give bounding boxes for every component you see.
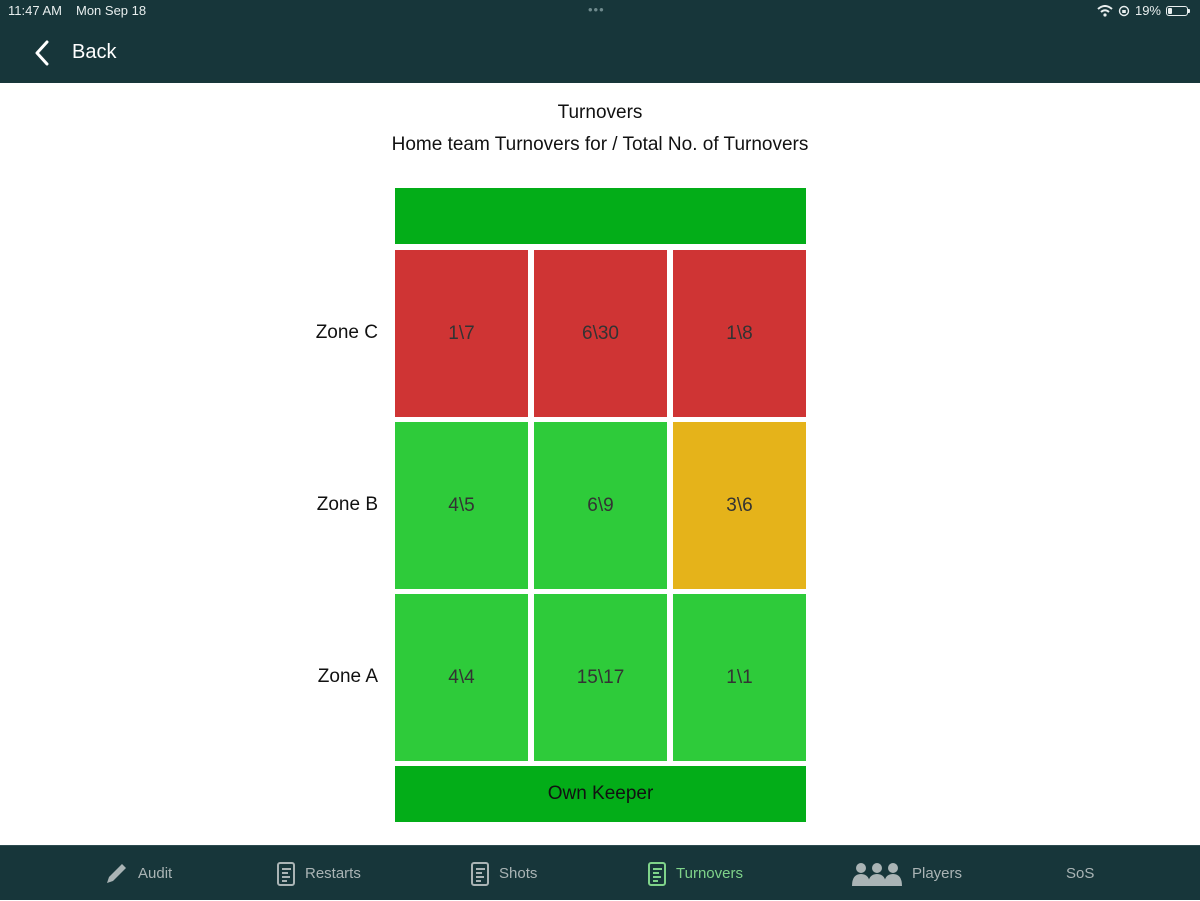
own-keeper-zone: Own Keeper <box>395 766 806 822</box>
zone-a-cell-center[interactable]: 15\17 <box>534 594 667 761</box>
zone-b-cell-left[interactable]: 4\5 <box>395 422 528 589</box>
navigation-bar: Back <box>0 22 1200 83</box>
zone-b-cell-right[interactable]: 3\6 <box>673 422 806 589</box>
tab-turnovers-label: Turnovers <box>676 865 743 882</box>
status-bar: 11:47 AM Mon Sep 18 ••• 19% <box>0 0 1200 22</box>
battery-icon <box>1166 5 1190 16</box>
page-subtitle: Home team Turnovers for / Total No. of T… <box>391 134 809 155</box>
tab-restarts-label: Restarts <box>305 865 361 882</box>
back-label: Back <box>72 41 117 63</box>
tab-sos[interactable]: SoS <box>1066 846 1094 901</box>
tab-turnovers[interactable]: Turnovers <box>648 846 743 901</box>
battery-percent: 19% <box>1134 3 1161 18</box>
document-icon <box>648 861 666 886</box>
back-button[interactable]: Back <box>34 22 116 83</box>
tab-shots[interactable]: Shots <box>471 846 537 901</box>
zone-label-c: Zone C <box>315 322 378 343</box>
tab-players-label: Players <box>912 865 963 882</box>
pencil-icon <box>107 863 126 883</box>
tab-audit-label: Audit <box>138 865 173 882</box>
zone-c-cell-left[interactable]: 1\7 <box>395 250 528 417</box>
multitasking-dots-icon: ••• <box>588 2 605 17</box>
tab-restarts[interactable]: Restarts <box>277 846 361 901</box>
zone-label-b: Zone B <box>316 494 378 515</box>
status-right: 19% <box>1097 3 1190 18</box>
zone-c-cell-center[interactable]: 6\30 <box>534 250 667 417</box>
opposition-end-zone <box>395 188 806 244</box>
zone-b-cell-center[interactable]: 6\9 <box>534 422 667 589</box>
tab-bar: Audit Restarts Shots Turnovers Players S… <box>0 845 1200 900</box>
people-icon <box>852 862 902 886</box>
tab-shots-label: Shots <box>499 865 538 882</box>
tab-audit[interactable]: Audit <box>104 846 172 901</box>
document-icon <box>471 861 489 886</box>
zone-a-cell-left[interactable]: 4\4 <box>395 594 528 761</box>
zone-label-a: Zone A <box>317 666 378 687</box>
status-date: Mon Sep 18 <box>76 3 147 18</box>
tab-players[interactable]: Players <box>852 846 962 901</box>
orientation-lock-icon <box>1118 5 1130 16</box>
tab-sos-label: SoS <box>1066 865 1095 882</box>
zone-c-cell-right[interactable]: 1\8 <box>673 250 806 417</box>
status-time: 11:47 AM <box>8 3 62 18</box>
document-icon <box>277 861 295 886</box>
chevron-left-icon <box>35 40 49 65</box>
wifi-icon <box>1097 4 1113 17</box>
zone-a-cell-right[interactable]: 1\1 <box>673 594 806 761</box>
page-title: Turnovers <box>557 102 643 123</box>
